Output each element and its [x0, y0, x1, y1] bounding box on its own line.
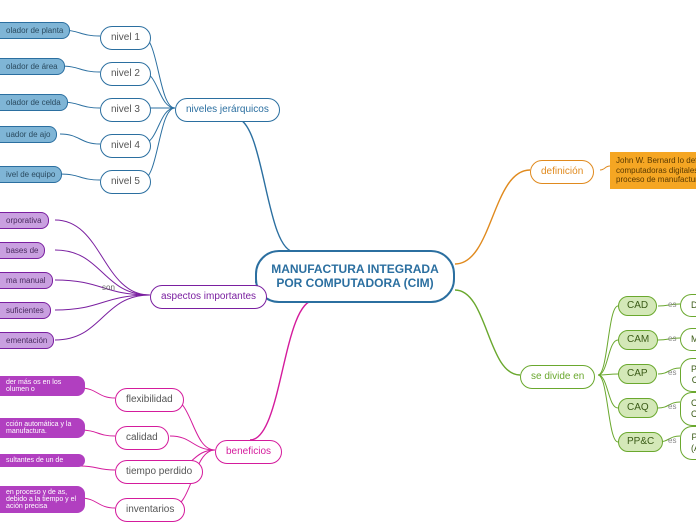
- niveles-level-4: nivel 5: [100, 170, 151, 194]
- divide-full-2: Pla Co: [680, 358, 696, 392]
- aspectos-leaf-3: suficientes: [0, 302, 51, 319]
- divide-es-4: es: [668, 436, 676, 445]
- niveles-leaf-1: olador de área: [0, 58, 65, 75]
- beneficios-sub-3: inventarios: [115, 498, 185, 522]
- node-beneficios: beneficios: [215, 440, 282, 464]
- niveles-level-2: nivel 3: [100, 98, 151, 122]
- node-divide: se divide en: [520, 365, 595, 389]
- aspectos-leaf-2: ma manual: [0, 272, 53, 289]
- niveles-leaf-2: olador de celda: [0, 94, 68, 111]
- divide-es-3: es: [668, 402, 676, 411]
- node-aspectos: aspectos importantes: [150, 285, 267, 309]
- divide-full-4: Pl (A: [680, 426, 696, 460]
- beneficios-leaf-2: sultantes de un de: [0, 454, 85, 467]
- aspectos-link-label: son: [102, 283, 115, 292]
- divide-es-2: es: [668, 368, 676, 377]
- niveles-leaf-4: ivel de equipo: [0, 166, 62, 183]
- root-node: MANUFACTURA INTEGRADA POR COMPUTADORA (C…: [255, 250, 455, 303]
- node-niveles: niveles jerárquicos: [175, 98, 280, 122]
- beneficios-leaf-3: en proceso y de as, debido a la tiempo y…: [0, 486, 85, 513]
- divide-code-1: CAM: [618, 330, 658, 350]
- divide-full-3: Co Co: [680, 392, 696, 426]
- divide-code-0: CAD: [618, 296, 657, 316]
- node-definicion: definición: [530, 160, 594, 184]
- aspectos-leaf-1: bases de: [0, 242, 45, 259]
- divide-full-1: Mar: [680, 328, 696, 351]
- divide-es-0: es: [668, 300, 676, 309]
- aspectos-leaf-0: orporativa: [0, 212, 49, 229]
- divide-code-2: CAP: [618, 364, 657, 384]
- aspectos-leaf-4: ementación: [0, 332, 54, 349]
- beneficios-sub-0: flexibilidad: [115, 388, 184, 412]
- niveles-level-1: nivel 2: [100, 62, 151, 86]
- divide-code-4: PP&C: [618, 432, 663, 452]
- beneficios-leaf-0: der más os en los olumen o: [0, 376, 85, 396]
- beneficios-leaf-1: cción automática y la manufactura.: [0, 418, 85, 438]
- divide-code-3: CAQ: [618, 398, 658, 418]
- definicion-text: John W. Bernard lo define como la integ …: [610, 152, 696, 189]
- niveles-level-3: nivel 4: [100, 134, 151, 158]
- divide-full-0: Dise: [680, 294, 696, 317]
- beneficios-sub-2: tiempo perdido: [115, 460, 203, 484]
- beneficios-sub-1: calidad: [115, 426, 169, 450]
- niveles-leaf-0: olador de planta: [0, 22, 70, 39]
- divide-es-1: es: [668, 334, 676, 343]
- niveles-leaf-3: uador de ajo: [0, 126, 57, 143]
- niveles-level-0: nivel 1: [100, 26, 151, 50]
